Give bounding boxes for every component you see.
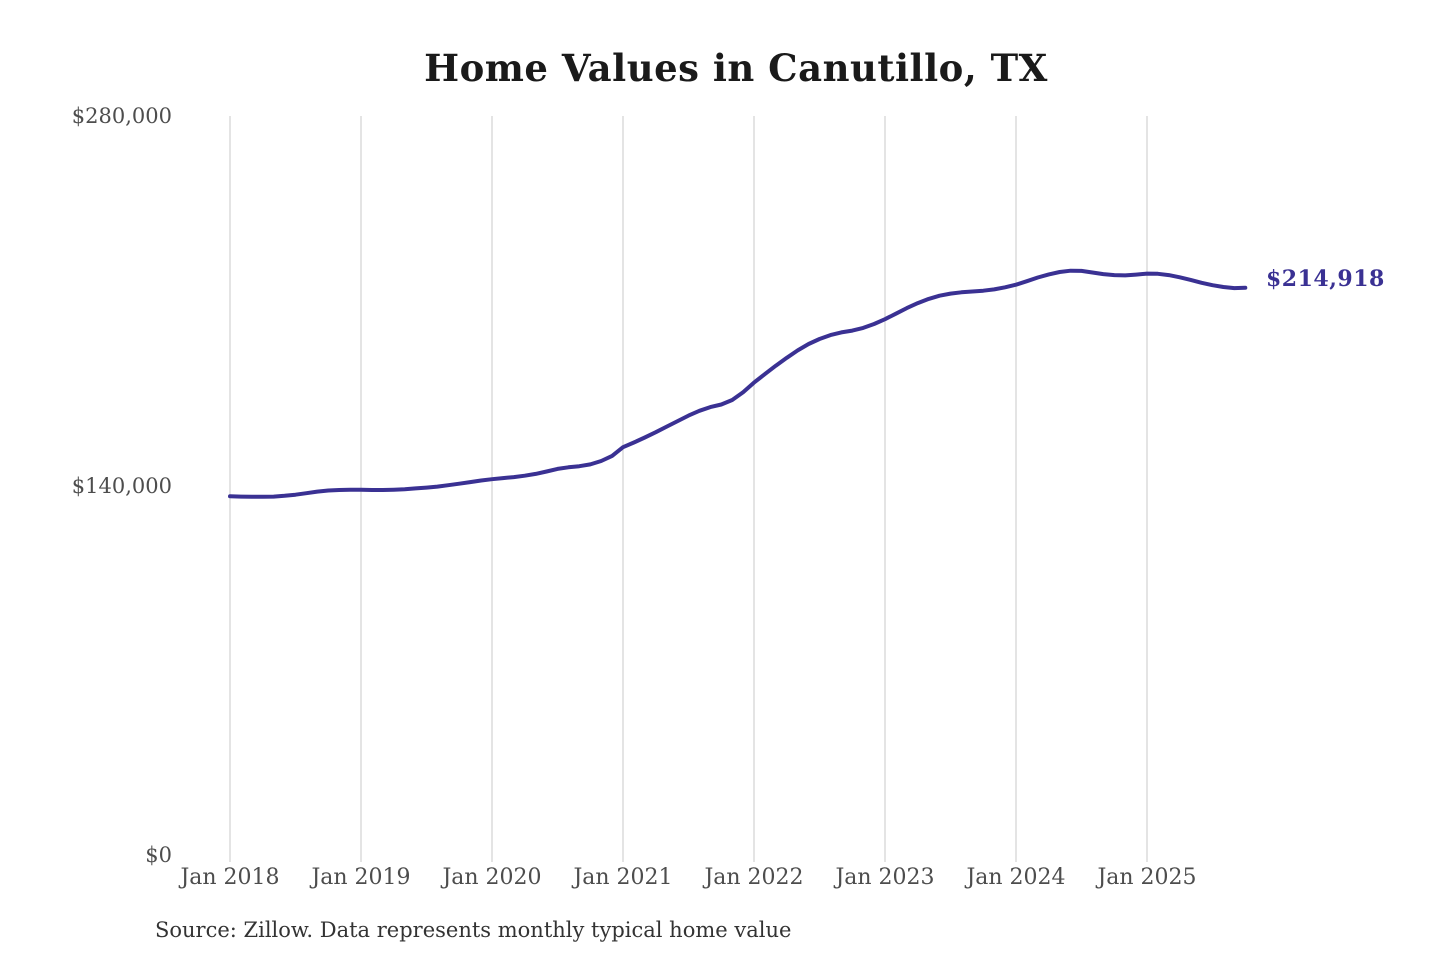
x-axis-tick-label: Jan 2019 (311, 865, 411, 890)
y-axis-label-140000: $140,000 (71, 474, 172, 498)
latest-value-label: $214,918 (1266, 266, 1385, 292)
y-axis-label-0: $0 (145, 843, 172, 867)
x-axis-tick-label: Jan 2022 (704, 865, 804, 890)
x-axis-tick-label: Jan 2021 (573, 865, 673, 890)
home-value-line (228, 268, 1248, 499)
source-note: Source: Zillow. Data represents monthly … (155, 918, 792, 942)
x-axis-tick-label: Jan 2024 (966, 865, 1066, 890)
x-axis-tick-label: Jan 2020 (442, 865, 542, 890)
x-axis-tick-label: Jan 2025 (1097, 865, 1197, 890)
x-axis-tick-label: Jan 2018 (180, 865, 280, 890)
y-axis-label-280000: $280,000 (71, 104, 172, 128)
x-axis-tick-label: Jan 2023 (835, 865, 935, 890)
x-axis-labels: Jan 2018 Jan 2019 Jan 2020 Jan 2021 Jan 2022… (0, 864, 1440, 896)
chart-title: Home Values in Canutillo, TX (424, 46, 1048, 90)
